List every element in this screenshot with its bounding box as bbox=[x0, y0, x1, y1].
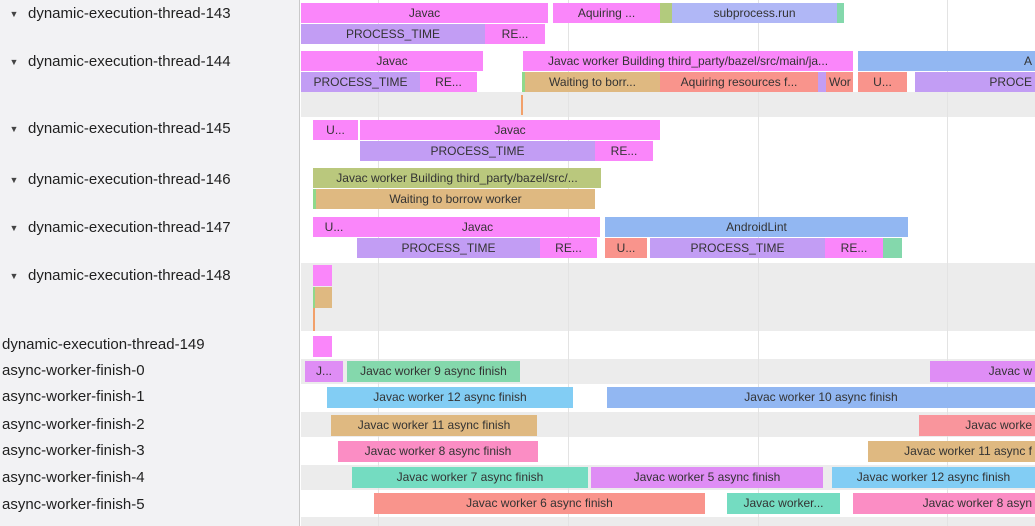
track-name: dynamic-execution-thread-148 bbox=[28, 267, 231, 284]
track-label-row[interactable]: async-worker-finish-3 bbox=[0, 441, 299, 461]
trace-slice[interactable]: Javac worker 12 async finish bbox=[327, 387, 573, 408]
track-label-row[interactable]: async-worker-finish-1 bbox=[0, 387, 299, 407]
trace-slice[interactable]: Javac worker... bbox=[727, 493, 840, 514]
track-name: async-worker-finish-4 bbox=[2, 469, 145, 486]
trace-slice[interactable]: Javac worker 5 async finish bbox=[591, 467, 823, 488]
trace-slice[interactable] bbox=[818, 72, 826, 92]
time-gridline bbox=[378, 0, 379, 526]
trace-slice[interactable]: RE... bbox=[485, 24, 545, 44]
trace-slice[interactable]: Javac worker 6 async finish bbox=[374, 493, 705, 514]
trace-slice[interactable] bbox=[313, 336, 332, 357]
trace-slice[interactable]: Waiting to borr... bbox=[525, 72, 660, 92]
trace-slice[interactable]: AndroidLint bbox=[605, 217, 908, 237]
trace-slice[interactable]: Aquiring resources f... bbox=[660, 72, 818, 92]
time-gridline bbox=[568, 0, 569, 526]
track-name-panel: ▼ dynamic-execution-thread-143 ▼ dynamic-ex… bbox=[0, 0, 300, 526]
trace-slice[interactable]: Javac w bbox=[930, 361, 1035, 382]
trace-slice[interactable]: U... bbox=[313, 120, 358, 140]
track-name: dynamic-execution-thread-147 bbox=[28, 219, 231, 236]
track-label-row[interactable]: ▼ dynamic-execution-thread-143 bbox=[0, 4, 299, 24]
trace-slice[interactable]: Javac bbox=[355, 217, 600, 237]
expander-triangle-icon[interactable]: ▼ bbox=[9, 124, 19, 135]
track-label-row[interactable]: async-worker-finish-2 bbox=[0, 415, 299, 435]
track-label-row[interactable]: ▼ dynamic-execution-thread-148 bbox=[0, 266, 299, 286]
trace-slice[interactable]: Javac worker 11 async finish bbox=[331, 415, 537, 436]
track-name: async-worker-finish-5 bbox=[2, 496, 145, 513]
track-label-row[interactable]: ▼ dynamic-execution-thread-147 bbox=[0, 218, 299, 238]
trace-slice[interactable]: Wor bbox=[826, 72, 853, 92]
trace-slice[interactable]: Javac worker 12 async finish bbox=[832, 467, 1035, 488]
track-label-row[interactable]: ▼ dynamic-execution-thread-144 bbox=[0, 52, 299, 72]
track-name: dynamic-execution-thread-146 bbox=[28, 171, 231, 188]
track-name: dynamic-execution-thread-145 bbox=[28, 120, 231, 137]
expander-triangle-icon[interactable]: ▼ bbox=[9, 57, 19, 68]
track-label-row[interactable]: ▼ dynamic-execution-thread-146 bbox=[0, 170, 299, 190]
trace-slice[interactable]: PROCESS_TIME bbox=[360, 141, 595, 161]
trace-slice[interactable]: RE... bbox=[595, 141, 653, 161]
trace-slice[interactable]: Javac bbox=[360, 120, 660, 140]
trace-slice[interactable]: A bbox=[858, 51, 1035, 71]
trace-slice[interactable]: Javac bbox=[301, 3, 548, 23]
trace-slice[interactable]: RE... bbox=[420, 72, 477, 92]
expander-triangle-icon[interactable]: ▼ bbox=[9, 271, 19, 282]
trace-slice[interactable]: U... bbox=[858, 72, 907, 92]
trace-slice[interactable]: Javac worker 8 asyn bbox=[853, 493, 1035, 514]
track-name: dynamic-execution-thread-149 bbox=[2, 336, 205, 353]
trace-slice[interactable]: Javac worker 9 async finish bbox=[347, 361, 520, 382]
trace-slice[interactable]: subprocess.run bbox=[672, 3, 837, 23]
trace-slice[interactable]: U... bbox=[605, 238, 647, 258]
trace-slice[interactable]: Javac worke bbox=[919, 415, 1035, 436]
trace-slice[interactable]: Javac worker 10 async finish bbox=[607, 387, 1035, 408]
expander-triangle-icon[interactable]: ▼ bbox=[9, 9, 19, 20]
track-name: dynamic-execution-thread-144 bbox=[28, 53, 231, 70]
trace-slice[interactable]: Javac worker Building third_party/bazel/… bbox=[523, 51, 853, 71]
track-label-row[interactable]: ▼ dynamic-execution-thread-145 bbox=[0, 119, 299, 139]
track-label-row[interactable]: async-worker-finish-5 bbox=[0, 495, 299, 515]
trace-slice[interactable]: PROCESS_TIME bbox=[650, 238, 825, 258]
track-background-band bbox=[301, 517, 1035, 526]
trace-slice[interactable]: Javac worker 8 async finish bbox=[338, 441, 538, 462]
trace-slice[interactable] bbox=[315, 287, 332, 308]
trace-slice[interactable]: Waiting to borrow worker bbox=[316, 189, 595, 209]
track-label-row[interactable]: async-worker-finish-4 bbox=[0, 468, 299, 488]
trace-slice[interactable] bbox=[313, 265, 332, 286]
track-name: async-worker-finish-2 bbox=[2, 416, 145, 433]
track-label-row[interactable]: async-worker-finish-0 bbox=[0, 361, 299, 381]
trace-slice[interactable]: J... bbox=[305, 361, 343, 382]
trace-slice[interactable]: U... bbox=[313, 217, 355, 237]
instant-event-tick[interactable] bbox=[313, 308, 315, 331]
trace-slice[interactable]: Javac worker 7 async finish bbox=[352, 467, 588, 488]
trace-slice[interactable] bbox=[660, 3, 672, 23]
trace-slice[interactable]: Javac worker 11 async f bbox=[868, 441, 1035, 462]
track-name: async-worker-finish-3 bbox=[2, 442, 145, 459]
time-gridline bbox=[947, 0, 948, 526]
track-background-band bbox=[301, 263, 1035, 331]
trace-slice[interactable]: RE... bbox=[825, 238, 883, 258]
time-gridline bbox=[758, 0, 759, 526]
trace-slice[interactable]: PROCE bbox=[915, 72, 1035, 92]
trace-slice[interactable]: Javac worker Building third_party/bazel/… bbox=[313, 168, 601, 188]
trace-slice[interactable]: PROCESS_TIME bbox=[301, 72, 420, 92]
trace-slice[interactable]: Javac bbox=[301, 51, 483, 71]
track-background-band bbox=[301, 92, 1035, 117]
track-label-row[interactable]: dynamic-execution-thread-149 bbox=[0, 335, 299, 355]
expander-triangle-icon[interactable]: ▼ bbox=[9, 175, 19, 186]
trace-slice[interactable] bbox=[837, 3, 844, 23]
trace-slice[interactable]: PROCESS_TIME bbox=[357, 238, 540, 258]
track-name: async-worker-finish-0 bbox=[2, 362, 145, 379]
trace-slice[interactable]: Aquiring ... bbox=[553, 3, 660, 23]
expander-triangle-icon[interactable]: ▼ bbox=[9, 223, 19, 234]
track-name: dynamic-execution-thread-143 bbox=[28, 5, 231, 22]
instant-event-tick[interactable] bbox=[521, 95, 523, 115]
trace-slice[interactable]: PROCESS_TIME bbox=[301, 24, 485, 44]
trace-slice[interactable]: RE... bbox=[540, 238, 597, 258]
track-name: async-worker-finish-1 bbox=[2, 388, 145, 405]
trace-slice[interactable] bbox=[883, 238, 902, 258]
